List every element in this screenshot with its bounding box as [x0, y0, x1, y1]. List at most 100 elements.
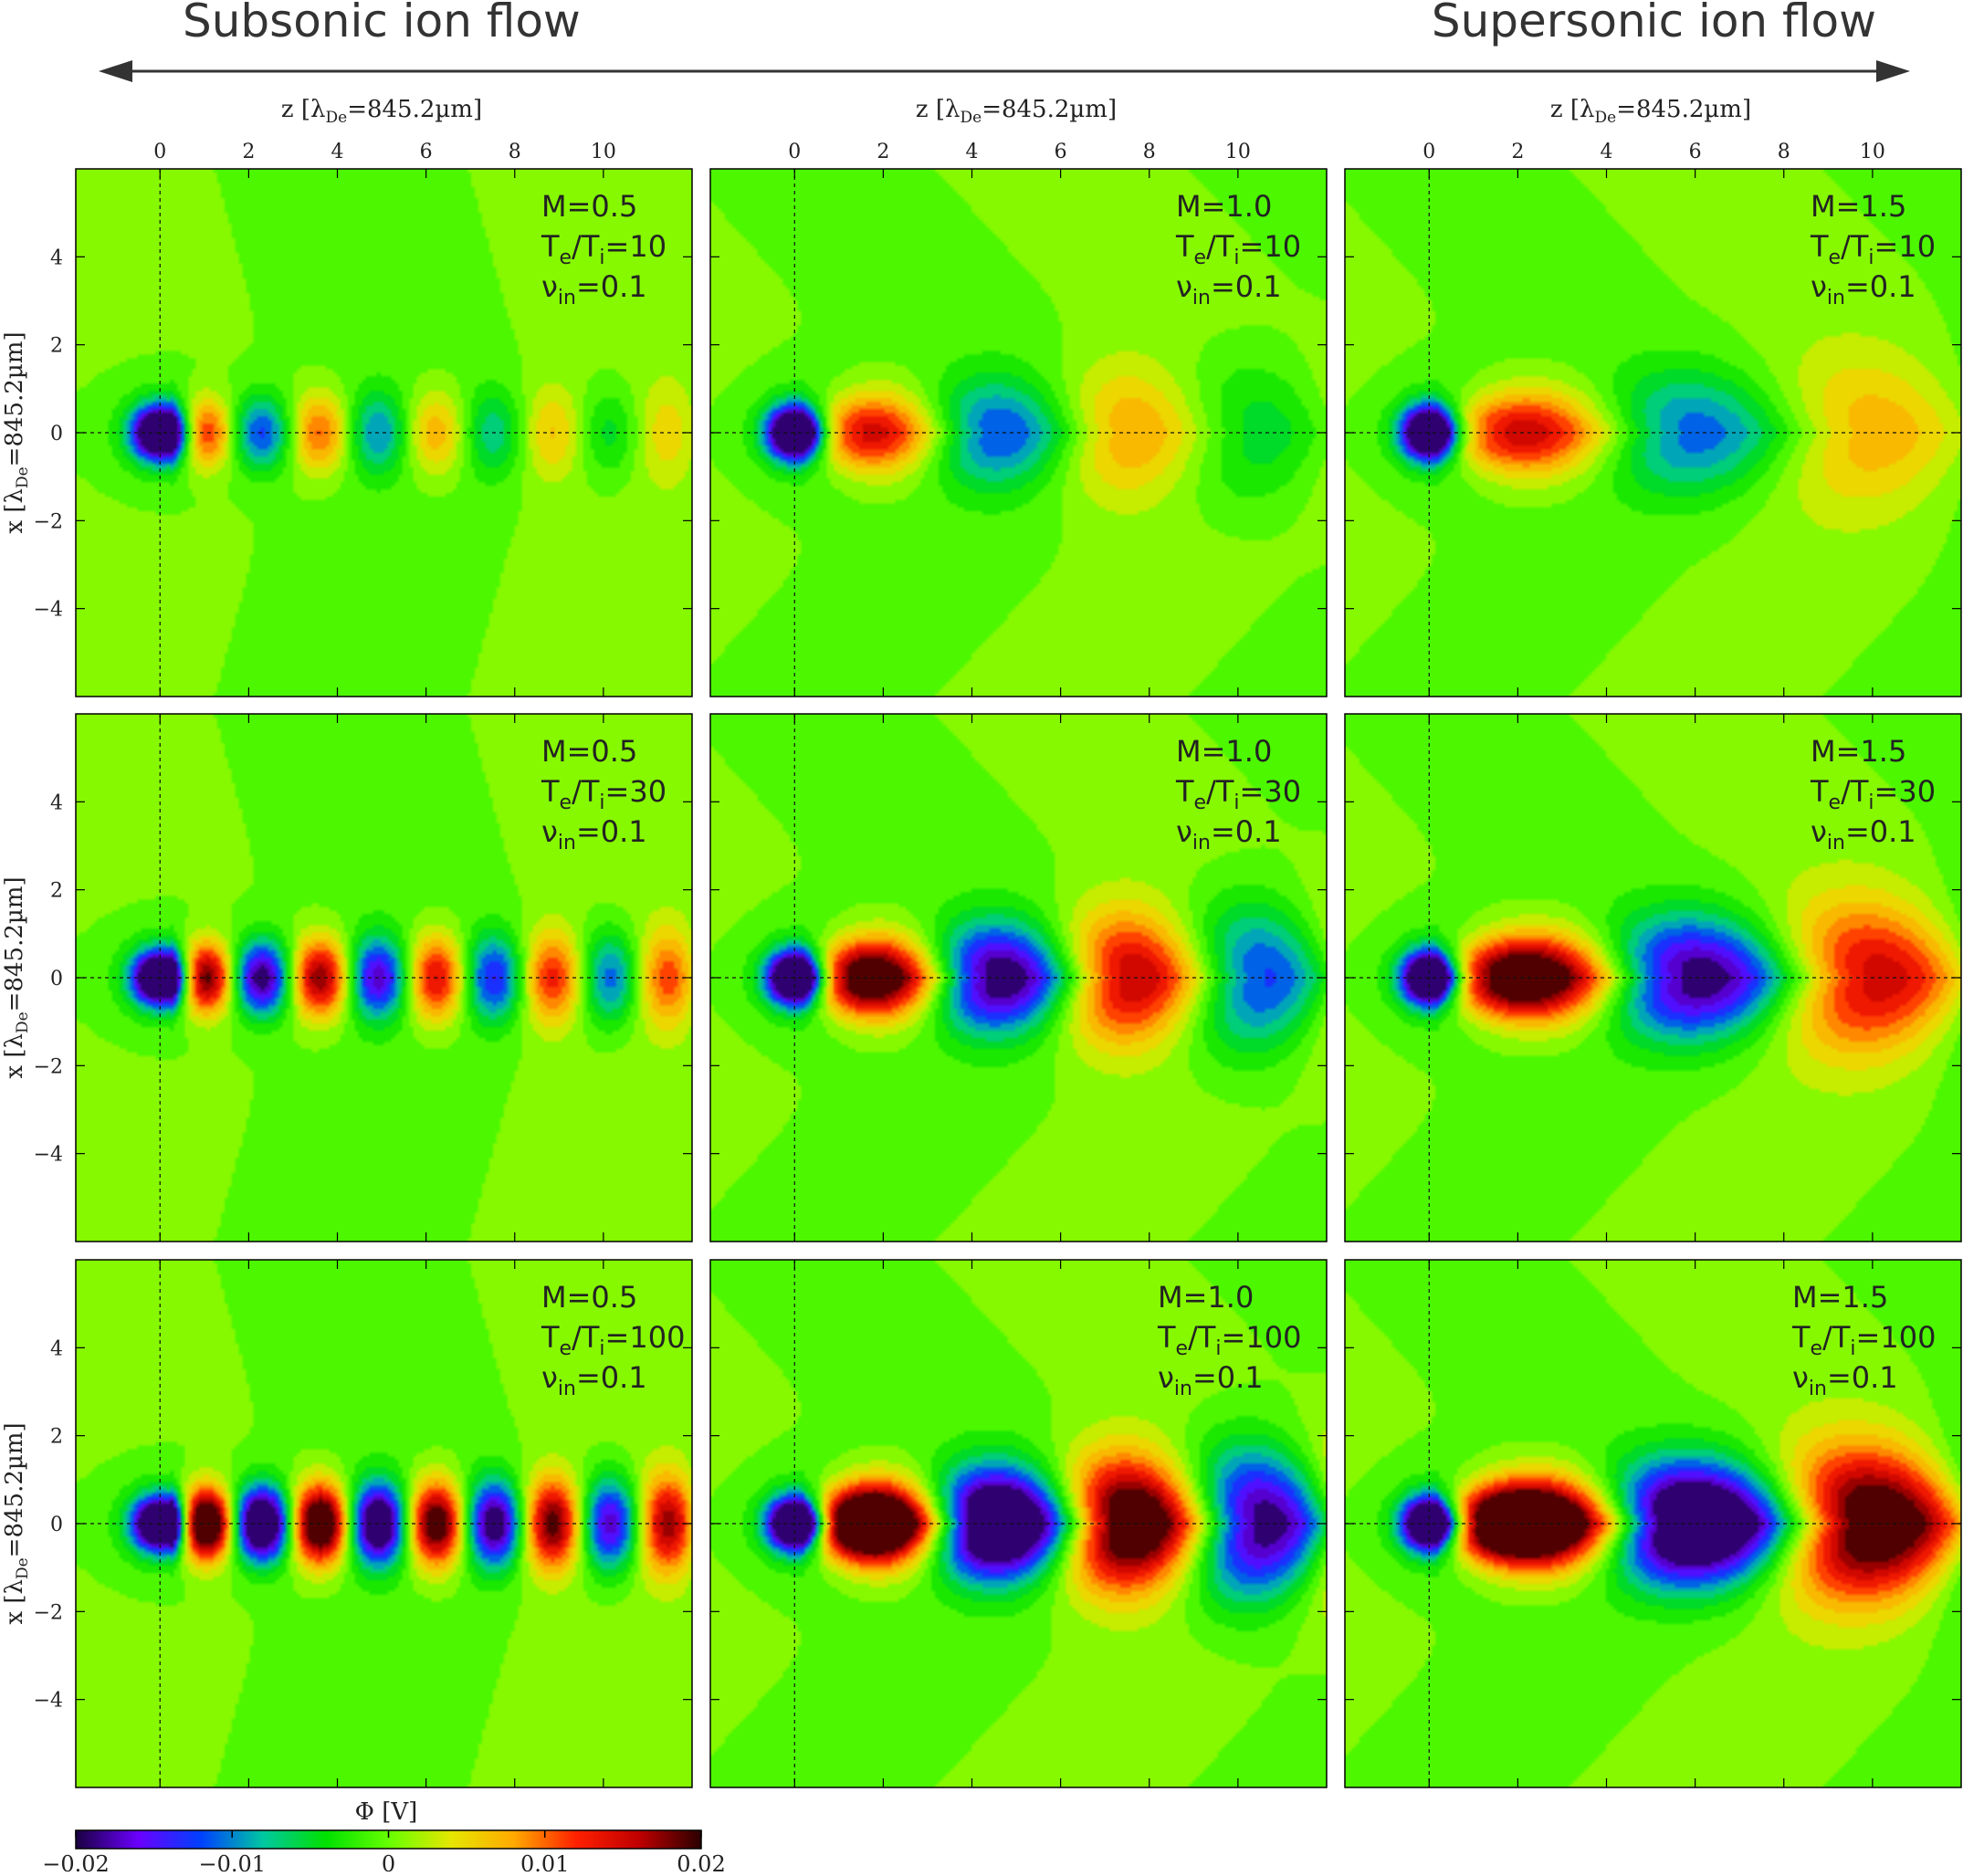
temperature-ratio-annotation: Te/Ti=100 — [1791, 1320, 1936, 1360]
temperature-ratio-part: T — [1810, 229, 1829, 264]
y-tick-label: −4 — [34, 1144, 63, 1167]
collision-part: =0.1 — [1845, 814, 1916, 849]
subsonic-label: Subsonic ion flow — [183, 0, 581, 47]
temperature-ratio-part: =10 — [1240, 229, 1302, 264]
temperature-ratio-part: T — [1157, 1320, 1176, 1355]
temperature-ratio-part: /T — [1841, 229, 1869, 264]
y-axis-label-main: x [λ — [1, 488, 28, 534]
temperature-ratio-part: e — [560, 1337, 572, 1360]
temperature-ratio-part: =100 — [605, 1320, 686, 1355]
collision-annotation: νin=0.1 — [541, 269, 647, 309]
temperature-ratio-part: =30 — [605, 774, 667, 809]
y-tick-label: 4 — [50, 791, 63, 814]
y-axis-label: x [λDe=845.2µm] — [1, 876, 32, 1078]
x-tick-label: 2 — [877, 141, 889, 163]
mach-annotation: M=0.5 — [541, 189, 637, 224]
collision-part: =0.1 — [1211, 269, 1282, 304]
temperature-ratio-part: /T — [1206, 774, 1234, 809]
temperature-ratio-part: i — [599, 246, 604, 269]
temperature-ratio-part: i — [1233, 791, 1239, 814]
collision-part: =0.1 — [576, 814, 647, 849]
x-axis-label: z [λDe=845.2µm] — [1550, 96, 1751, 127]
collision-part: =0.1 — [1845, 269, 1916, 304]
collision-part: ν — [541, 814, 558, 849]
temperature-ratio-part: e — [560, 791, 572, 814]
collision-part: =0.1 — [1192, 1360, 1264, 1395]
collision-part: =0.1 — [1827, 1360, 1898, 1395]
y-axis-label-sub: De — [14, 466, 32, 488]
collision-part: in — [1192, 832, 1211, 854]
x-axis-label-tail: =845.2µm] — [347, 96, 482, 123]
temperature-ratio-part: /T — [572, 229, 600, 264]
collision-annotation: νin=0.1 — [1176, 814, 1282, 854]
collision-part: ν — [1811, 814, 1827, 849]
y-tick-label: 0 — [50, 968, 63, 990]
temperature-ratio-part: =10 — [605, 229, 667, 264]
temperature-ratio-part: i — [599, 1337, 604, 1360]
colorbar-tick-label: 0.01 — [520, 1851, 569, 1876]
y-axis-label-main: x [λ — [1, 1579, 28, 1625]
y-tick-label: 2 — [50, 880, 63, 903]
temperature-ratio-annotation: Te/Ti=30 — [1175, 774, 1301, 814]
x-axis-label-main: z [λ — [1550, 96, 1595, 123]
x-axis-label-sub: De — [325, 109, 347, 127]
flow-direction-arrow — [99, 60, 1910, 82]
collision-annotation: νin=0.1 — [1176, 269, 1282, 309]
collision-part: =0.1 — [576, 269, 647, 304]
temperature-ratio-part: T — [1810, 774, 1829, 809]
temperature-ratio-part: =30 — [1240, 774, 1302, 809]
x-tick-label: 8 — [1143, 141, 1156, 163]
y-tick-label: 0 — [50, 423, 63, 445]
panel-grid: 0 2 4 6 8 10z [λDe=845.2µm]420−2−4x [λDe=845.… — [1, 96, 1962, 1788]
collision-part: ν — [541, 269, 558, 304]
x-tick-label: 0 — [1422, 141, 1435, 163]
temperature-ratio-part: i — [1850, 1337, 1855, 1360]
y-tick-label: 4 — [50, 246, 63, 269]
temperature-ratio-part: i — [1233, 246, 1239, 269]
panel-r1-c3: 0 2 4 6 8 10z [λDe=845.2µm]M=1.5Te/Ti=10νin=0… — [1344, 96, 1962, 697]
mach-annotation: M=0.5 — [541, 1280, 637, 1315]
temperature-ratio-part: i — [1868, 246, 1874, 269]
temperature-ratio-part: T — [1175, 774, 1194, 809]
x-axis-label-tail: =845.2µm] — [1616, 96, 1751, 123]
y-axis-label: x [λDe=845.2µm] — [1, 331, 32, 533]
temperature-ratio-part: T — [541, 774, 560, 809]
temperature-ratio-part: e — [1194, 246, 1207, 269]
collision-part: in — [558, 832, 576, 854]
temperature-ratio-part: =100 — [1222, 1320, 1302, 1355]
y-tick-label: 2 — [50, 335, 63, 358]
temperature-ratio-part: T — [541, 229, 560, 264]
colorbar-tick-label: 0.02 — [677, 1851, 725, 1876]
x-tick-label: 2 — [1511, 141, 1524, 163]
temperature-ratio-part: /T — [1822, 1320, 1851, 1355]
y-tick-label: −2 — [34, 510, 63, 533]
mach-annotation: M=1.5 — [1792, 1280, 1888, 1315]
collision-annotation: νin=0.1 — [1811, 814, 1916, 854]
temperature-ratio-annotation: Te/Ti=100 — [1157, 1320, 1301, 1360]
temperature-ratio-part: i — [599, 791, 604, 814]
collision-part: ν — [1811, 269, 1827, 304]
mach-annotation: M=1.0 — [1176, 734, 1272, 769]
x-tick-label: 10 — [591, 141, 616, 163]
temperature-ratio-part: T — [1175, 229, 1194, 264]
temperature-ratio-part: /T — [572, 774, 600, 809]
y-axis-label-sub: De — [14, 1557, 32, 1579]
temperature-ratio-annotation: Te/Ti=10 — [1175, 229, 1301, 269]
collision-part: in — [1192, 287, 1211, 309]
y-axis-label-tail: =845.2µm] — [1, 876, 28, 1011]
y-axis-label-tail: =845.2µm] — [1, 331, 28, 466]
collision-part: in — [1827, 832, 1845, 854]
temperature-ratio-part: i — [1215, 1337, 1221, 1360]
x-tick-label: 6 — [420, 141, 433, 163]
y-axis-label-main: x [λ — [1, 1033, 28, 1079]
colorbar-label: Φ [V] — [355, 1798, 418, 1826]
mach-annotation: M=1.0 — [1176, 189, 1272, 224]
mach-annotation: M=1.5 — [1811, 189, 1906, 224]
collision-part: ν — [541, 1360, 558, 1395]
x-tick-label: 8 — [509, 141, 521, 163]
x-axis-label-main: z [λ — [916, 96, 961, 123]
temperature-ratio-part: e — [560, 246, 572, 269]
